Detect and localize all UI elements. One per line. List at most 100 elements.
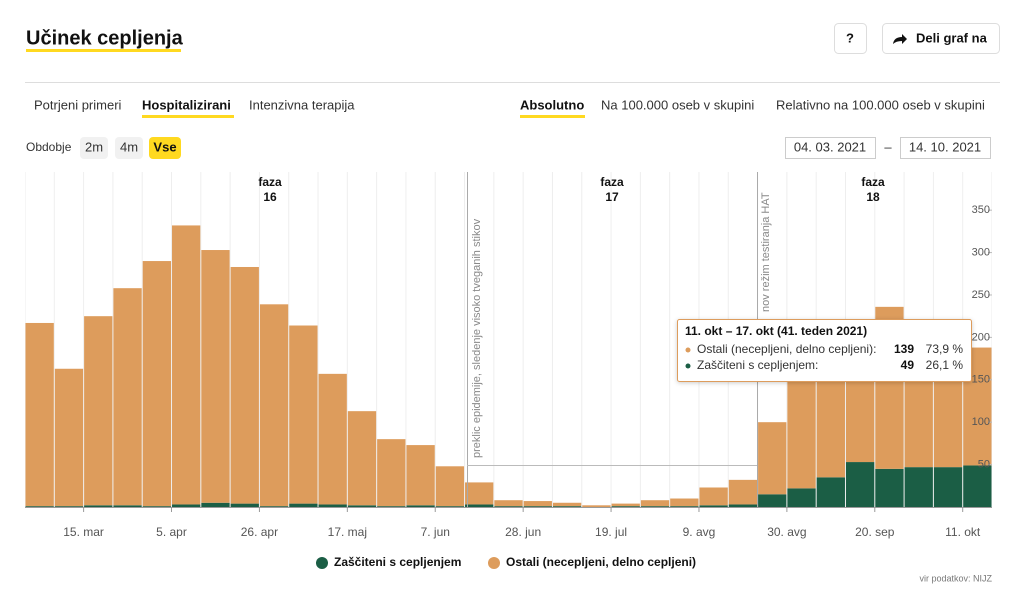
bar-segment	[406, 505, 435, 507]
x-tick-label: 9. avg	[683, 525, 716, 539]
phase-number: 18	[866, 190, 880, 204]
bar-segment	[670, 498, 699, 507]
tooltip-bullet	[685, 347, 691, 353]
mode-active[interactable]: Absolutno	[520, 97, 584, 112]
bar-segment	[289, 325, 318, 504]
source: vir podatkov: NIJZ	[919, 573, 992, 583]
bar-segment	[289, 503, 318, 507]
legend-swatch	[488, 557, 500, 569]
x-tick-label: 20. sep	[855, 525, 895, 539]
bar-segment	[201, 502, 230, 507]
bar-segment	[670, 506, 699, 507]
x-tick-label: 19. jul	[595, 525, 627, 539]
share-button-label: Deli graf na	[916, 30, 988, 45]
page-title: Učinek cepljenja	[26, 27, 184, 49]
tooltip-percent: 73,9 %	[926, 342, 964, 356]
bar-segment	[142, 506, 172, 507]
event-label: preklic epidemije, sledenje visoko tvega…	[471, 218, 483, 458]
tab[interactable]: Potrjeni primeri	[34, 97, 122, 112]
legend-label: Zaščiteni s cepljenjem	[334, 555, 461, 569]
bar-segment	[904, 467, 933, 507]
legend-swatch	[316, 557, 328, 569]
tab-active[interactable]: Hospitalizirani	[142, 97, 231, 112]
bar-segment	[113, 505, 142, 507]
x-tick-label: 17. maj	[328, 525, 367, 539]
bar-segment	[435, 466, 465, 507]
phase-label: faza	[600, 175, 624, 189]
bar-segment	[465, 504, 494, 507]
bar-segment	[494, 500, 523, 507]
date-separator: –	[884, 139, 892, 154]
bar-segment	[435, 506, 465, 507]
tooltip-title: 11. okt – 17. okt (41. teden 2021)	[685, 324, 867, 338]
bar-segment	[54, 368, 84, 507]
x-tick-label: 30. avg	[767, 525, 806, 539]
bar-segment	[84, 505, 113, 507]
bar-segment	[113, 288, 142, 506]
period-option[interactable]	[80, 137, 108, 159]
bar-segment	[699, 505, 728, 507]
help-button-label: ?	[846, 30, 854, 45]
bar-segment	[875, 468, 904, 507]
tab[interactable]: Intenzivna terapija	[249, 97, 355, 112]
title-underline	[26, 49, 181, 52]
bar-segment	[933, 467, 963, 507]
bar-segment	[318, 504, 347, 507]
date-input[interactable]	[785, 137, 876, 159]
bar-segment	[172, 504, 201, 507]
bar-segment	[963, 465, 992, 507]
tooltip-box	[677, 319, 972, 382]
bar-segment	[25, 322, 54, 507]
bar-segment	[347, 505, 377, 507]
x-tick-label: 15. mar	[63, 525, 104, 539]
period-option-active[interactable]	[149, 137, 181, 159]
tab-underline	[142, 115, 234, 118]
bar-segment	[201, 250, 230, 503]
y-tick-label: 50	[978, 459, 990, 471]
mode[interactable]: Relativno na 100.000 oseb v skupini	[776, 97, 985, 112]
period-option-label: 4m	[120, 139, 138, 154]
bar-segment	[640, 500, 670, 507]
bar-segment	[347, 411, 377, 506]
legend-label: Ostali (necepljeni, delno cepljeni)	[506, 555, 696, 569]
bar-segment	[54, 506, 84, 507]
x-tick-label: 11. okt	[945, 525, 981, 539]
help-button[interactable]	[834, 23, 867, 54]
mode[interactable]: Na 100.000 oseb v skupini	[601, 97, 754, 112]
bar-segment	[406, 445, 435, 506]
bar-segment	[699, 487, 728, 506]
bar-segment	[787, 488, 816, 507]
bar-segment	[523, 506, 552, 507]
phase-label: faza	[861, 175, 885, 189]
bar-segment	[377, 506, 406, 507]
bar-segment	[552, 502, 582, 507]
bar-segment	[230, 266, 259, 504]
bar-segment	[259, 304, 289, 507]
bar-segment	[582, 505, 611, 507]
mode-underline	[520, 115, 585, 118]
bar-segment	[25, 506, 54, 507]
share-icon	[893, 34, 907, 44]
y-tick-label: 150	[972, 374, 990, 386]
event-label: nov režim testiranja HAT	[760, 192, 772, 312]
share-button[interactable]	[882, 23, 1000, 54]
tooltip-label: Zaščiteni s cepljenjem:	[697, 358, 818, 372]
period-option[interactable]	[115, 137, 143, 159]
phase-number: 16	[263, 190, 277, 204]
bar-segment	[611, 506, 640, 507]
bar-segment	[377, 439, 406, 507]
bar-segment	[552, 506, 582, 507]
bar-segment	[816, 477, 845, 507]
phase-number: 17	[605, 190, 619, 204]
x-tick-label: 28. jun	[505, 525, 541, 539]
bar-segment	[611, 503, 640, 507]
x-tick-label: 5. apr	[156, 525, 187, 539]
tooltip-label: Ostali (necepljeni, delno cepljeni):	[697, 342, 876, 356]
y-tick-label: 100	[972, 416, 990, 428]
bar-segment	[787, 375, 816, 489]
y-tick-label: 200	[972, 331, 990, 343]
date-input[interactable]	[900, 137, 991, 159]
tooltip	[677, 319, 972, 382]
period-option-label: Vse	[153, 139, 176, 154]
